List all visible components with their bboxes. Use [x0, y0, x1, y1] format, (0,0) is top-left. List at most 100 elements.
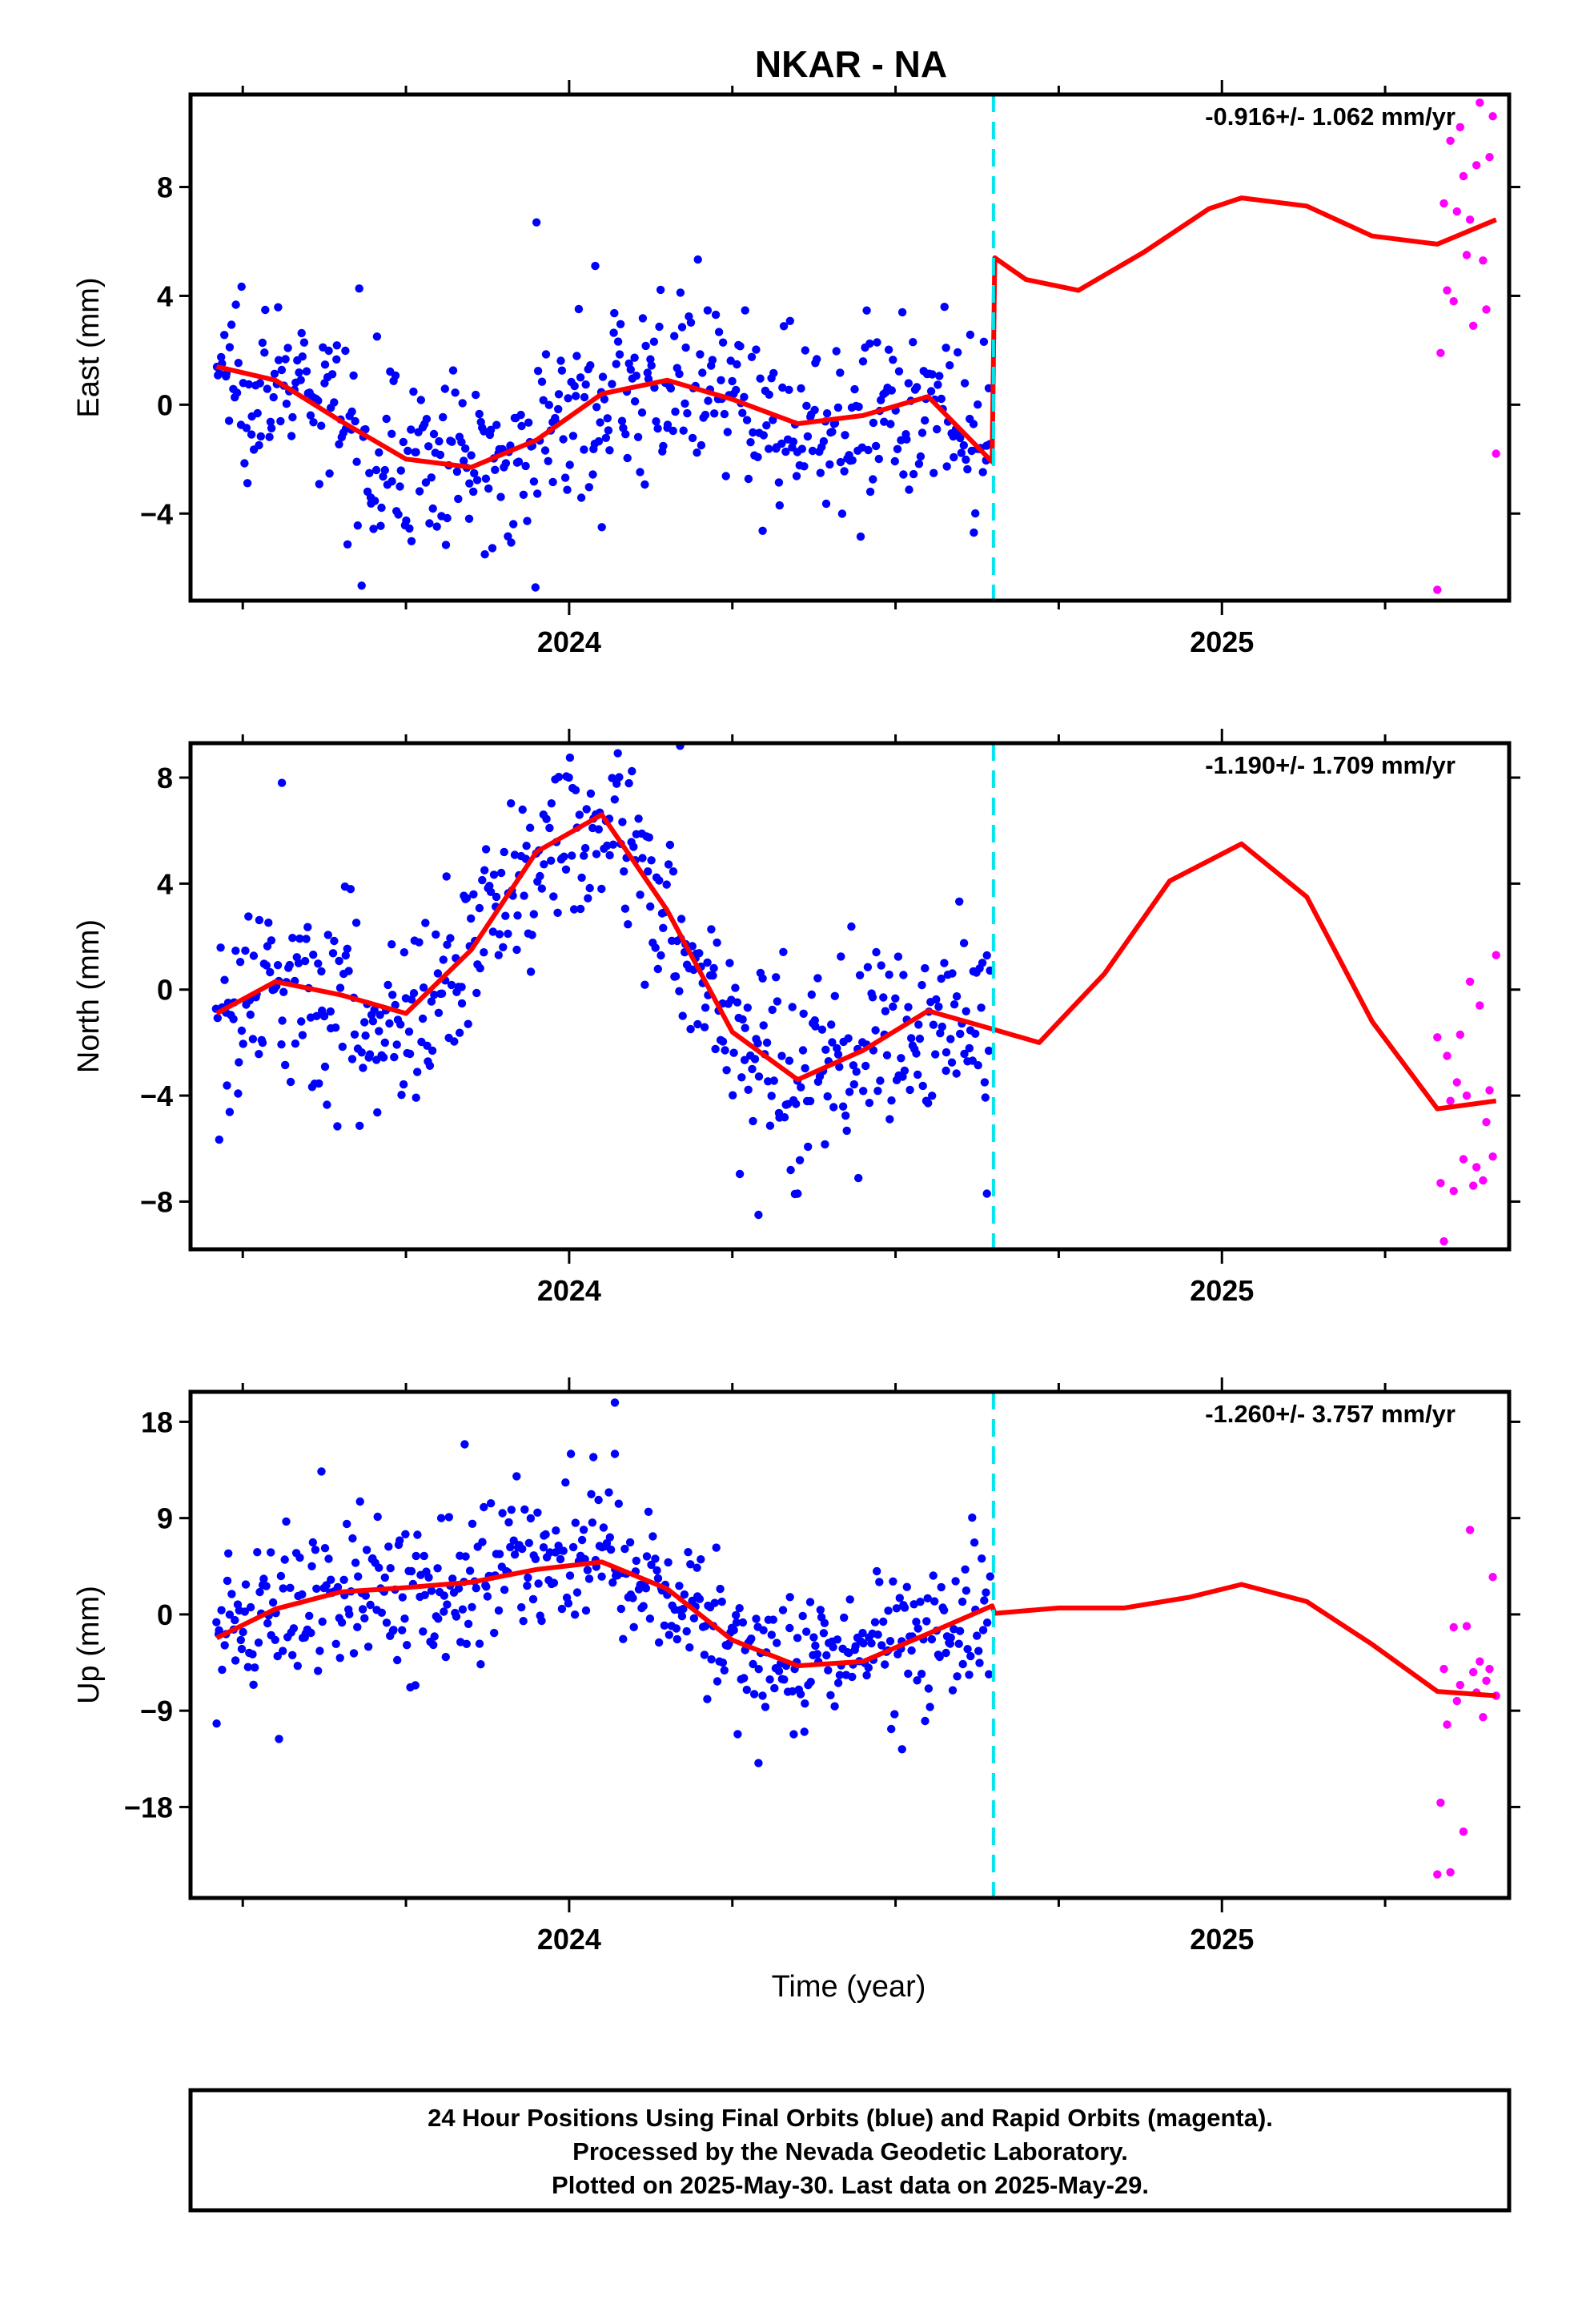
up-final-point	[864, 1663, 873, 1672]
east-final-point	[801, 346, 809, 355]
east-final-point	[556, 356, 565, 365]
up-final-point	[259, 1574, 268, 1583]
north-final-point	[765, 1121, 775, 1130]
up-final-point	[822, 1651, 831, 1660]
up-final-point	[286, 1583, 295, 1593]
north-final-point	[651, 943, 660, 952]
north-final-point	[929, 1020, 938, 1029]
east-final-point	[541, 350, 551, 359]
north-final-point	[343, 944, 351, 954]
east-final-point	[744, 474, 753, 484]
north-final-point	[749, 1116, 757, 1126]
east-final-point	[721, 472, 730, 480]
east-final-point	[836, 368, 845, 377]
east-final-point	[954, 348, 962, 357]
up-final-point	[561, 1478, 570, 1487]
east-rapid-point	[1492, 449, 1500, 458]
east-final-point	[708, 356, 717, 364]
up-final-point	[308, 1538, 317, 1547]
up-final-point	[353, 1622, 362, 1632]
north-final-point	[946, 1035, 955, 1043]
east-final-point	[572, 352, 581, 360]
up-final-point	[298, 1590, 307, 1599]
north-final-point	[950, 1000, 959, 1009]
north-final-point	[396, 1020, 405, 1029]
north-final-point	[500, 847, 508, 857]
up-final-point	[907, 1646, 916, 1655]
up-final-point	[483, 1592, 492, 1601]
up-final-point	[254, 1638, 263, 1647]
up-xtick-label: 2024	[537, 1923, 601, 1956]
north-rapid-point	[1456, 1030, 1465, 1039]
north-final-point	[917, 980, 926, 990]
up-final-point	[689, 1614, 699, 1623]
north-final-point	[564, 773, 573, 782]
east-final-point	[509, 520, 518, 529]
up-final-point	[343, 1519, 351, 1529]
north-final-point	[971, 1029, 980, 1039]
up-final-point	[337, 1618, 347, 1627]
up-final-point	[958, 1597, 967, 1606]
east-final-point	[652, 417, 661, 426]
east-final-point	[531, 583, 540, 592]
up-final-point	[765, 1675, 774, 1684]
up-final-point	[279, 1584, 287, 1593]
north-final-point	[599, 718, 607, 726]
up-final-point	[275, 1735, 283, 1743]
north-final-point	[854, 1173, 863, 1183]
north-rapid-point	[1476, 1001, 1484, 1010]
up-final-point	[986, 1572, 995, 1581]
up-final-point	[833, 1679, 843, 1687]
up-final-point	[968, 1513, 977, 1522]
up-final-point	[419, 1627, 428, 1636]
east-final-point	[458, 399, 467, 408]
up-final-point	[937, 1582, 946, 1592]
east-final-point	[774, 478, 784, 487]
north-rapid-point	[1443, 1051, 1452, 1060]
east-final-point	[568, 432, 578, 440]
east-final-point	[890, 456, 900, 466]
north-final-point	[981, 1093, 990, 1102]
up-final-point	[407, 1566, 416, 1576]
north-final-point	[427, 997, 436, 1006]
up-rapid-point	[1459, 1827, 1468, 1836]
north-final-point	[829, 1103, 838, 1112]
up-final-point	[881, 1660, 889, 1669]
up-final-point	[978, 1626, 988, 1634]
north-final-point	[338, 1042, 347, 1051]
up-final-point	[606, 1545, 616, 1554]
east-final-point	[440, 384, 449, 393]
north-final-point	[700, 1023, 709, 1031]
up-final-point	[239, 1627, 247, 1637]
north-final-point	[750, 1055, 760, 1063]
north-final-point	[547, 799, 556, 808]
up-final-point	[268, 1598, 278, 1607]
up-ytick-label: −9	[140, 1695, 173, 1727]
east-final-point	[242, 424, 251, 432]
up-final-point	[531, 1554, 540, 1564]
up-final-point	[495, 1550, 504, 1558]
up-final-point	[889, 1577, 897, 1586]
up-final-point	[288, 1651, 297, 1659]
east-final-point	[797, 384, 805, 393]
up-final-point	[619, 1634, 628, 1643]
north-final-point	[830, 991, 840, 1001]
north-final-point	[653, 964, 662, 974]
east-final-point	[234, 359, 243, 368]
up-final-point	[441, 1652, 450, 1662]
up-final-point	[559, 1546, 568, 1555]
east-final-point	[800, 462, 809, 471]
north-final-point	[464, 1019, 472, 1028]
north-final-point	[924, 1099, 933, 1108]
east-final-point	[854, 402, 863, 412]
north-final-point	[439, 955, 448, 964]
up-final-point	[480, 1502, 488, 1512]
up-final-point	[217, 1606, 226, 1614]
east-final-point	[299, 338, 309, 347]
north-final-point	[618, 818, 627, 826]
north-final-point	[499, 943, 508, 952]
north-final-point	[597, 884, 606, 894]
north-final-point	[285, 960, 294, 970]
east-final-point	[704, 396, 713, 405]
east-final-point	[619, 424, 628, 432]
